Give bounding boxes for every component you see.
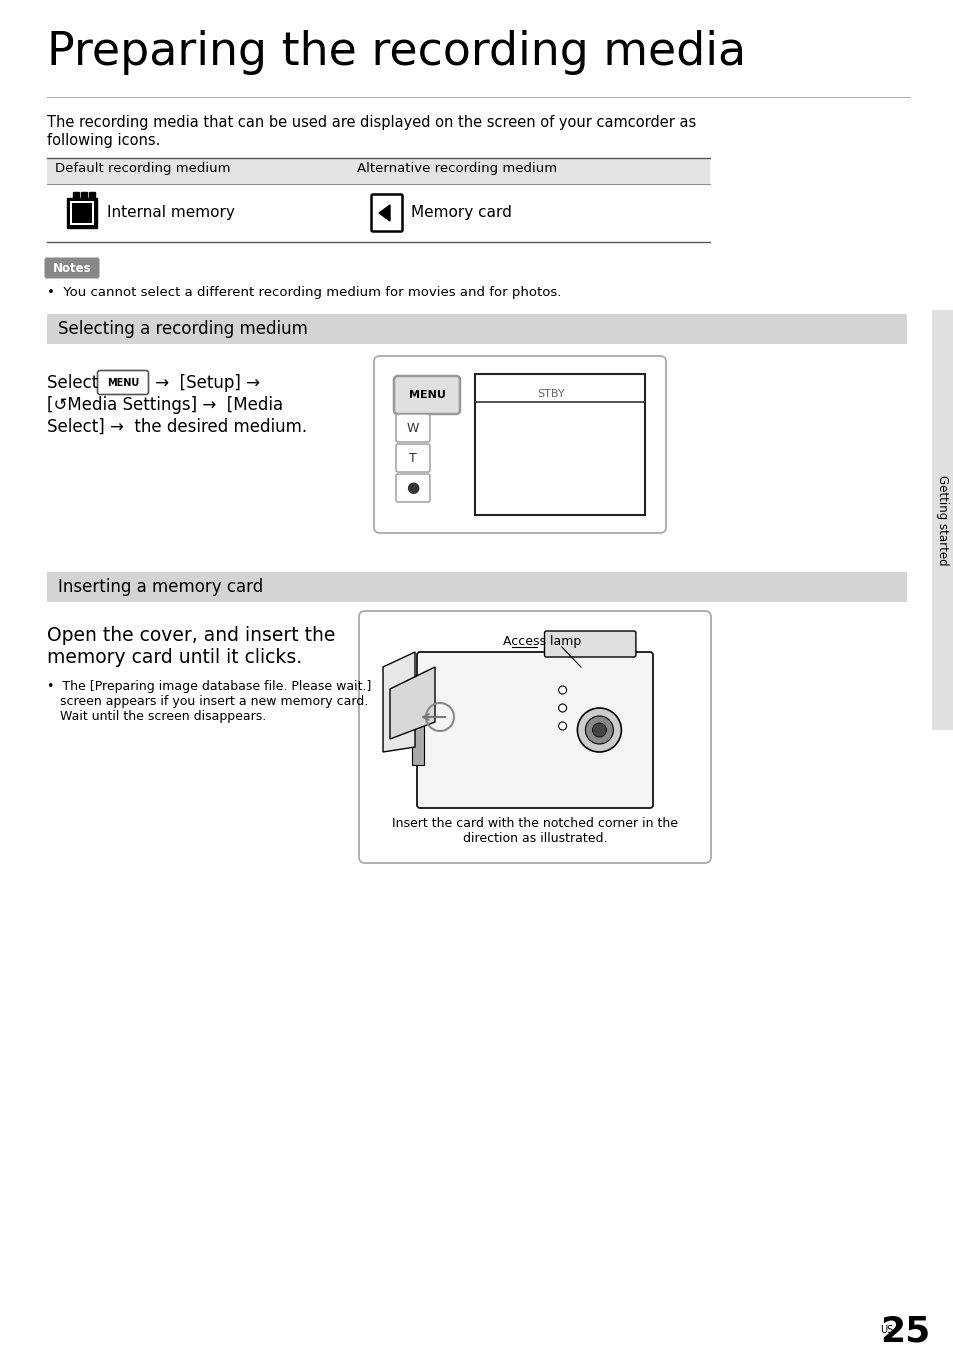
FancyBboxPatch shape — [371, 194, 402, 232]
Text: The recording media that can be used are displayed on the screen of your camcord: The recording media that can be used are… — [47, 115, 696, 130]
FancyBboxPatch shape — [395, 474, 430, 502]
FancyBboxPatch shape — [395, 414, 430, 442]
Text: T: T — [409, 452, 416, 464]
FancyBboxPatch shape — [45, 258, 99, 278]
FancyBboxPatch shape — [394, 376, 459, 414]
Text: ●: ● — [406, 480, 419, 495]
Polygon shape — [378, 205, 390, 221]
Text: MENU: MENU — [408, 389, 445, 400]
FancyBboxPatch shape — [395, 444, 430, 472]
Bar — [81, 191, 87, 198]
FancyBboxPatch shape — [97, 370, 149, 395]
FancyBboxPatch shape — [358, 611, 710, 863]
Text: Selecting a recording medium: Selecting a recording medium — [58, 320, 308, 338]
Polygon shape — [390, 668, 435, 740]
Text: W: W — [406, 422, 418, 434]
Text: Select] →  the desired medium.: Select] → the desired medium. — [47, 418, 307, 436]
Text: Inserting a memory card: Inserting a memory card — [58, 578, 263, 596]
Bar — [475, 375, 644, 516]
Text: direction as illustrated.: direction as illustrated. — [462, 832, 607, 845]
Bar — [931, 309, 953, 730]
Bar — [70, 201, 94, 225]
Text: Preparing the recording media: Preparing the recording media — [47, 30, 745, 75]
Text: •  The [Preparing image database file. Please wait.]: • The [Preparing image database file. Pl… — [47, 680, 371, 693]
Text: •  You cannot select a different recording medium for movies and for photos.: • You cannot select a different recordin… — [47, 286, 560, 299]
Bar — [412, 685, 423, 765]
Text: Wait until the screen disappears.: Wait until the screen disappears. — [60, 710, 266, 723]
Text: [↺Media Settings] →  [Media: [↺Media Settings] → [Media — [47, 396, 283, 414]
FancyBboxPatch shape — [374, 356, 665, 533]
Text: Insert the card with the notched corner in the: Insert the card with the notched corner … — [392, 817, 678, 830]
Text: →  [Setup] →: → [Setup] → — [150, 375, 260, 392]
Text: US: US — [879, 1324, 892, 1335]
Text: Memory card: Memory card — [411, 205, 512, 220]
Text: 25: 25 — [879, 1315, 929, 1349]
Text: Internal memory: Internal memory — [107, 205, 234, 220]
Text: screen appears if you insert a new memory card.: screen appears if you insert a new memor… — [60, 695, 368, 708]
Polygon shape — [382, 651, 415, 752]
Text: Getting started: Getting started — [936, 475, 948, 566]
Text: following icons.: following icons. — [47, 133, 160, 148]
Text: memory card until it clicks.: memory card until it clicks. — [47, 649, 302, 668]
Bar — [71, 204, 91, 223]
Circle shape — [585, 716, 613, 744]
Circle shape — [592, 723, 606, 737]
FancyBboxPatch shape — [416, 651, 652, 807]
Circle shape — [558, 687, 566, 693]
Text: Default recording medium: Default recording medium — [55, 161, 231, 175]
Bar — [47, 573, 906, 603]
Text: Select: Select — [47, 375, 103, 392]
Text: Access lamp: Access lamp — [502, 635, 580, 649]
Bar — [47, 313, 906, 345]
Text: Notes: Notes — [52, 262, 91, 274]
Text: STBY: STBY — [537, 389, 565, 399]
Circle shape — [577, 708, 620, 752]
Circle shape — [558, 704, 566, 712]
Bar — [73, 191, 79, 198]
Circle shape — [558, 722, 566, 730]
Text: Open the cover, and insert the: Open the cover, and insert the — [47, 626, 335, 645]
Text: MENU: MENU — [107, 377, 139, 388]
FancyBboxPatch shape — [544, 631, 636, 657]
Bar — [47, 157, 709, 185]
Text: Alternative recording medium: Alternative recording medium — [356, 161, 557, 175]
Bar — [67, 198, 97, 228]
Bar — [89, 191, 95, 198]
